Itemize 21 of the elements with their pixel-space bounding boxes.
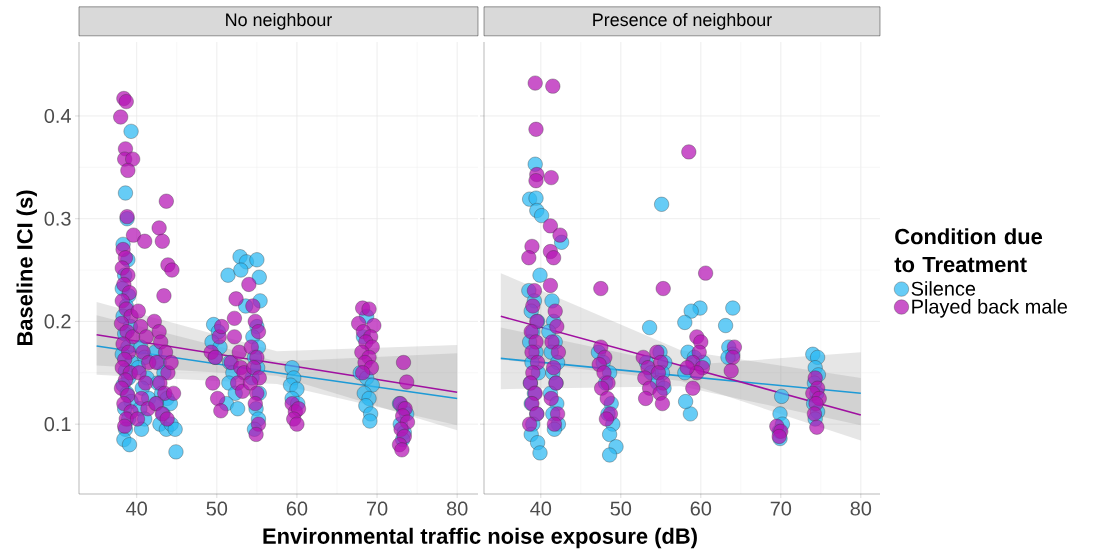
x-tick-label: 80 — [850, 501, 872, 516]
chart-title: No neighbour — [226, 12, 332, 30]
y-axis-title: Baseline ICI (s) — [16, 190, 37, 346]
x-tick-label: 50 — [206, 501, 228, 516]
x-tick-label: 70 — [366, 501, 388, 516]
legend-title: Condition due to Treatment — [894, 228, 1043, 273]
x-tick-label: 40 — [530, 501, 552, 516]
x-tick-label: 60 — [690, 501, 712, 516]
y-tick-label: 0.3 — [44, 211, 71, 226]
y-tick-label: 0.1 — [44, 417, 71, 432]
legend-label: Played back male — [912, 299, 1068, 318]
y-tick-label: 0.2 — [44, 314, 71, 329]
x-axis-title: Environmental traffic noise exposure (dB) — [263, 527, 697, 549]
x-tick-label: 50 — [610, 501, 632, 516]
x-tick-label: 70 — [770, 501, 792, 516]
x-tick-label: 80 — [446, 501, 468, 516]
x-tick-label: 40 — [126, 501, 147, 516]
legend-label: Silence — [911, 281, 976, 296]
y-tick-label: 0.4 — [44, 108, 71, 124]
x-tick-label: 60 — [286, 501, 308, 516]
chart-title: Presence of neighbour — [593, 12, 772, 30]
